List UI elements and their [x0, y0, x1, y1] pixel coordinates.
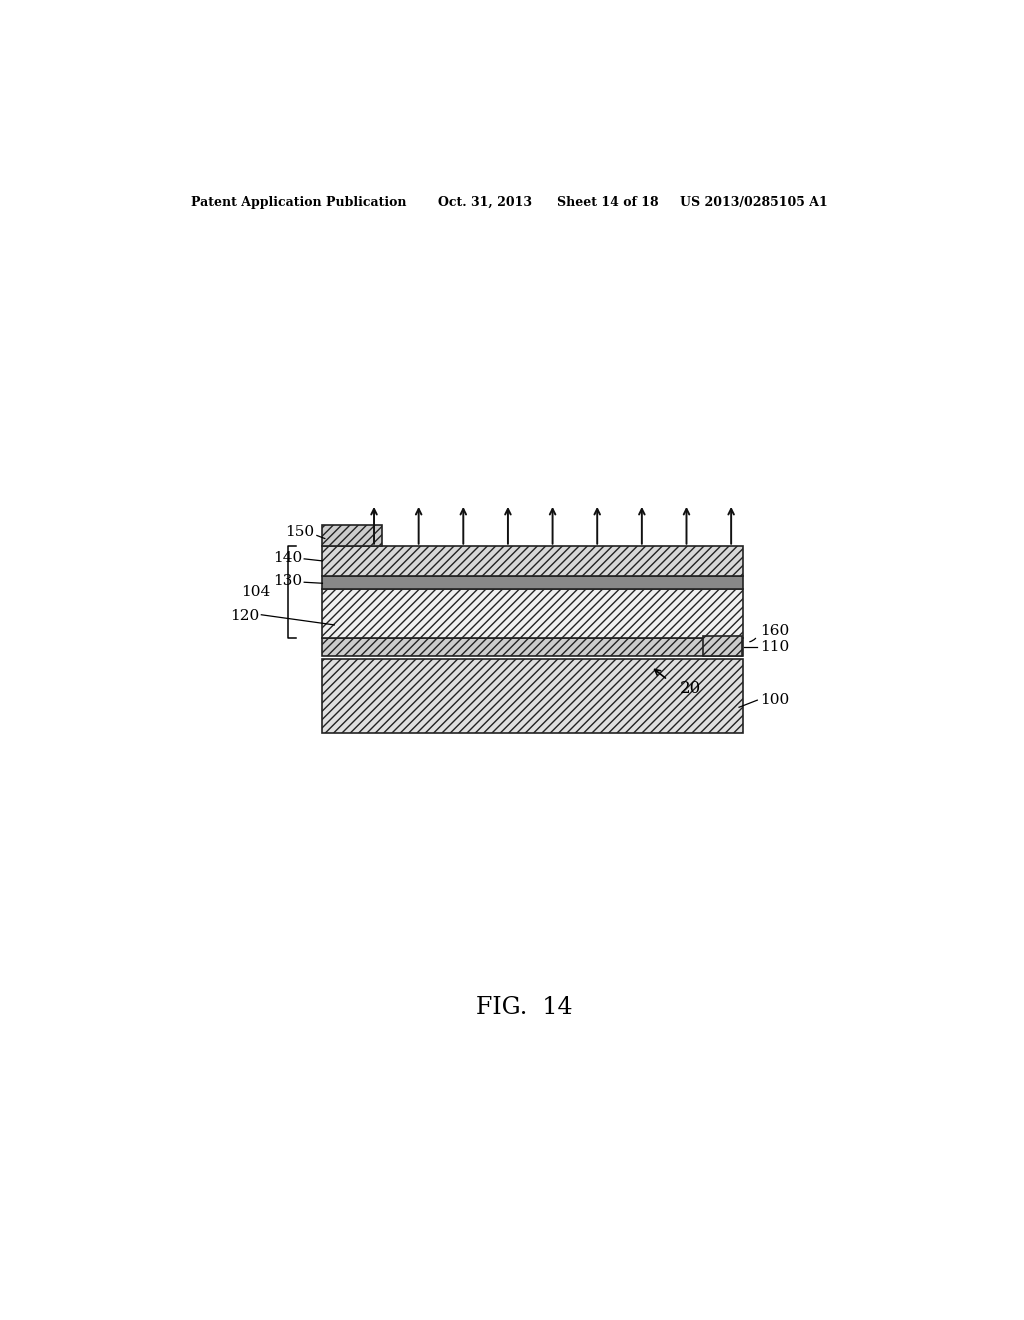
Text: 100: 100 — [760, 693, 788, 708]
Bar — [323, 525, 382, 545]
Bar — [323, 589, 743, 638]
Text: Sheet 14 of 18: Sheet 14 of 18 — [557, 195, 658, 209]
Text: 110: 110 — [760, 640, 788, 655]
Text: Oct. 31, 2013: Oct. 31, 2013 — [437, 195, 531, 209]
Bar — [702, 636, 742, 656]
Text: 104: 104 — [242, 585, 270, 599]
Bar — [323, 576, 743, 589]
Text: 130: 130 — [273, 574, 303, 589]
Bar — [323, 660, 743, 733]
Text: 20: 20 — [680, 681, 700, 697]
Text: US 2013/0285105 A1: US 2013/0285105 A1 — [680, 195, 827, 209]
Text: 160: 160 — [760, 624, 788, 638]
Bar — [323, 638, 743, 656]
Text: 140: 140 — [273, 550, 303, 565]
Text: 150: 150 — [286, 525, 314, 540]
Text: FIG.  14: FIG. 14 — [476, 995, 573, 1019]
Bar — [323, 545, 743, 576]
Text: 120: 120 — [229, 609, 259, 623]
Text: Patent Application Publication: Patent Application Publication — [191, 195, 407, 209]
